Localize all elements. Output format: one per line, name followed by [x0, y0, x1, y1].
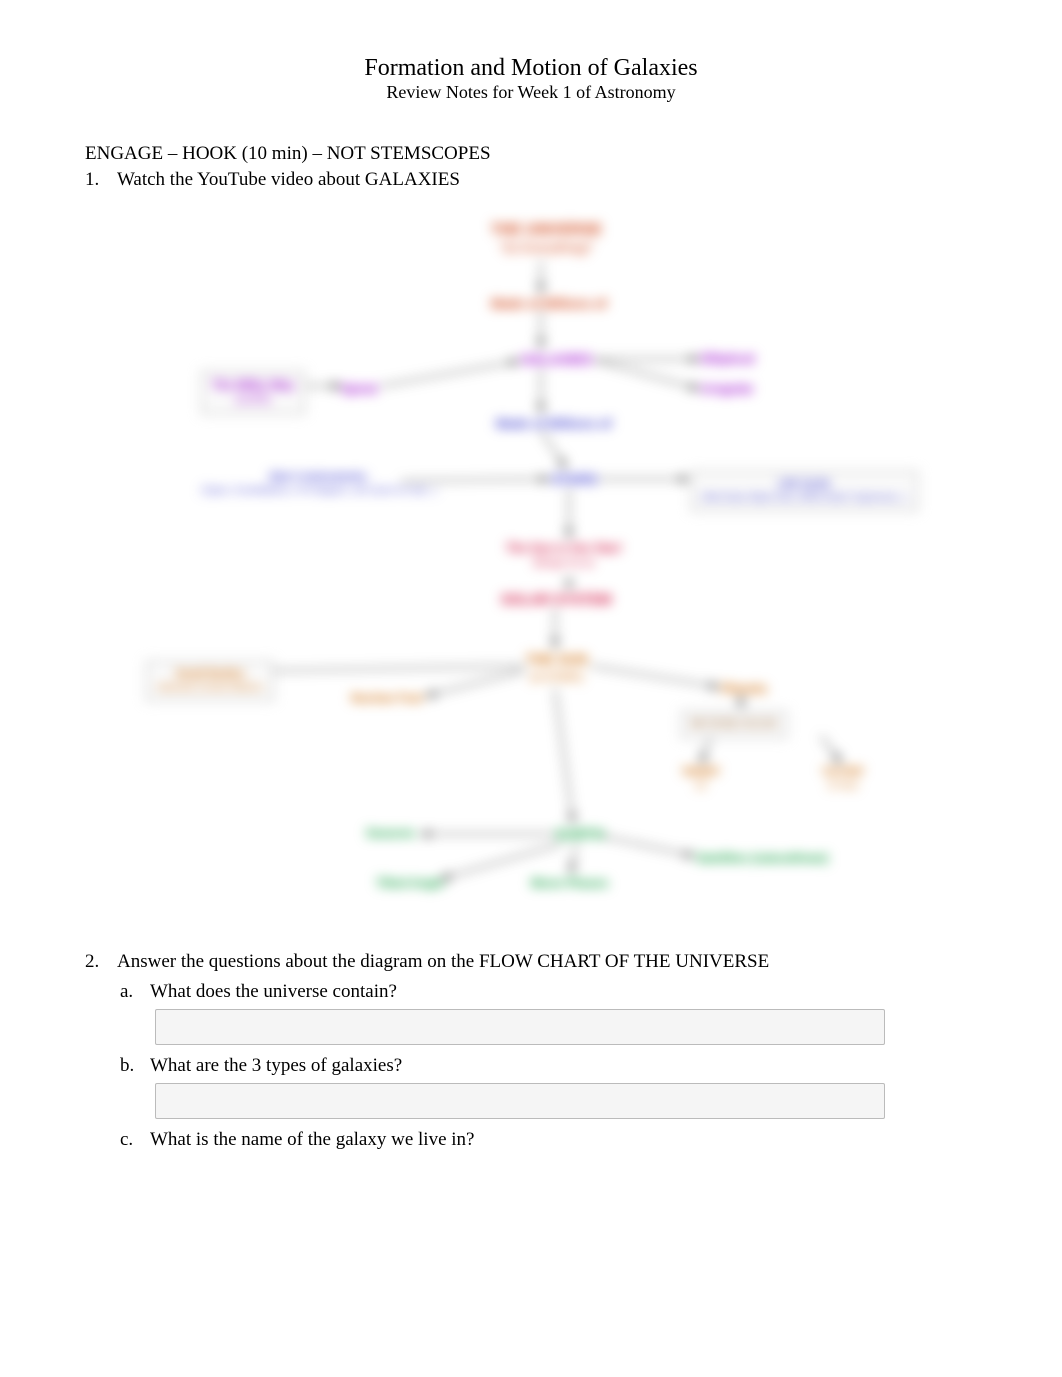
flowchart-node-star_instruments: Star's Instruments:(Types, Constellation…	[201, 471, 437, 497]
flowchart-node-outer: 'OUTER'(4 Gas)	[821, 766, 865, 792]
item-number: 2.	[85, 951, 107, 973]
flowchart-node-planets: Planets	[721, 681, 767, 697]
flowchart-node-small_bodies: Small BodiesAsteroids Comets Meteors	[146, 661, 274, 701]
sub-text: What are the 3 types of galaxies?	[150, 1055, 402, 1077]
sub-text: What is the name of the galaxy we live i…	[150, 1129, 474, 1151]
flowchart-node-solar_system: SOLAR SYSTEM	[501, 591, 611, 608]
flowchart-node-milkyway: The Milky Way(OURS)	[201, 371, 305, 414]
list-item-1: 1. Watch the YouTube video about GALAXIE…	[85, 169, 977, 191]
answer-box-a[interactable]	[155, 1009, 885, 1045]
sub-letter: c.	[120, 1129, 140, 1151]
list-item-2: 2. Answer the questions about the diagra…	[85, 951, 977, 973]
flowchart-node-the_sun: THE SUN(A STAR!)	[526, 651, 587, 685]
sub-item-b: b. What are the 3 types of galaxies?	[120, 1055, 977, 1077]
flowchart-node-earth: EARTH	[556, 826, 604, 843]
item-text: Answer the questions about the diagram o…	[117, 951, 769, 973]
flowchart-node-life_cycle: Life Cycle(Red Giant, Black Hole, White …	[691, 471, 918, 511]
item-text: Watch the YouTube video about GALAXIES	[117, 169, 460, 191]
sub-letter: b.	[120, 1055, 140, 1077]
flowchart-node-stars: STARS	[551, 471, 597, 488]
flowchart-node-planet_icons: M V E M J S U N	[681, 711, 787, 738]
universe-flowchart: THE UNIVERSE*(is Everything)* Made of Bil…	[121, 211, 941, 921]
answer-box-b[interactable]	[155, 1083, 885, 1119]
flowchart-node-made_billions2: Made of Billions of	[496, 416, 612, 432]
engage-header: ENGAGE – HOOK (10 min) – NOT STEMSCOPES	[85, 143, 977, 165]
flowchart-node-made_billions1: Made of Billions of	[491, 296, 607, 312]
flowchart-node-inner: 'INNER'(4)	[681, 766, 720, 792]
sub-item-a: a. What does the universe contain?	[120, 981, 977, 1003]
page-subtitle: Review Notes for Week 1 of Astronomy	[85, 82, 977, 103]
flowchart-node-irregular: Irregular	[701, 381, 754, 397]
item-number: 1.	[85, 169, 107, 191]
flowchart-node-galaxies: GALAXIES	[521, 351, 593, 368]
sub-item-c: c. What is the name of the galaxy we liv…	[120, 1129, 977, 1151]
flowchart-node-sun_is_star: The Sun is Our Star!Beings me as	[506, 541, 622, 570]
sub-text: What does the universe contain?	[150, 981, 397, 1003]
flowchart-node-seasons: Seasons	[366, 826, 415, 840]
flowchart-node-satellites: Satellites (natural/man)	[696, 851, 828, 865]
flowchart-node-tilted: Tilted Angle	[376, 876, 444, 890]
flowchart-node-spiral: Spiral	[341, 381, 377, 397]
flowchart-node-elliptical: Elliptical	[701, 351, 754, 367]
flowchart-node-moon_phases: Moon Phases	[531, 876, 608, 890]
flowchart-node-nuclear_fuel: Nuclear Fuel	[351, 691, 423, 705]
sub-letter: a.	[120, 981, 140, 1003]
flowchart-node-universe: THE UNIVERSE*(is Everything)*	[491, 221, 602, 257]
page-title: Formation and Motion of Galaxies	[85, 55, 977, 82]
